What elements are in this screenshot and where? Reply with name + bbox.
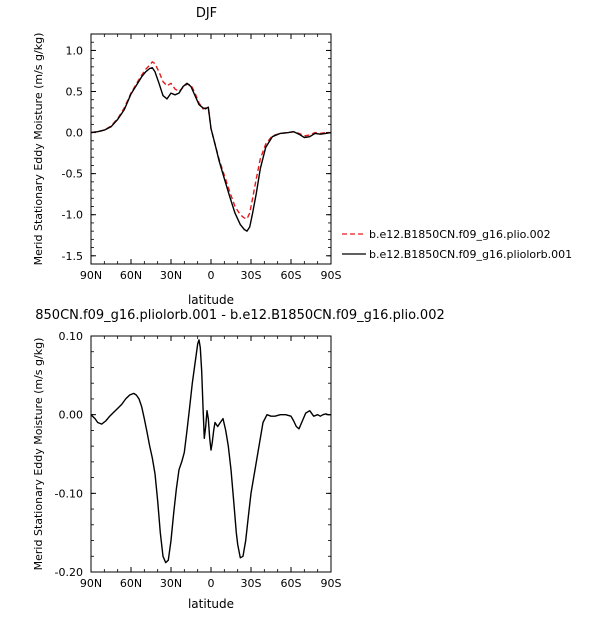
x-tick-label: 30N	[160, 269, 182, 282]
y-tick-label: 0.00	[59, 409, 84, 422]
y-tick-label: -1.0	[62, 209, 83, 222]
x-tick-label: 30S	[241, 577, 262, 590]
difference-title: 850CN.f09_g16.pliolorb.001 - b.e12.B1850…	[35, 308, 444, 323]
y-tick-label: -0.10	[55, 487, 83, 500]
y-tick-label: -0.5	[62, 168, 83, 181]
x-tick-label: 90S	[321, 269, 342, 282]
legend-label-pliolorb: b.e12.B1850CN.f09_g16.pliolorb.001	[369, 248, 572, 261]
y-axis-label: Merid Stationary Eddy Moisture (m/s g/kg…	[32, 33, 45, 266]
y-tick-label: 1.0	[66, 44, 84, 57]
chart-area-top: 90N 60N 30N 0 30S 60S 90S 1.0 0.5 0.0 -0.5 -1.0 -1.5	[62, 33, 342, 282]
legend-label-plio: b.e12.B1850CN.f09_g16.plio.002	[369, 228, 551, 241]
x-tick-label: 30N	[160, 577, 182, 590]
y-tick-label: -1.5	[62, 250, 83, 263]
x-tick-label: 60S	[281, 577, 302, 590]
x-axis-label-bottom: latitude	[188, 597, 234, 611]
x-tick-label: 60S	[281, 269, 302, 282]
y-tick-label: 0.5	[66, 86, 84, 99]
x-tick-label: 60N	[120, 269, 142, 282]
x-tick-label: 0	[208, 577, 215, 590]
x-axis-label: latitude	[188, 293, 234, 307]
chart-area-bottom: 90N 60N 30N 0 30S 60S 90S 0.10 0.00 -0.10 -0.20	[55, 330, 342, 590]
x-tick-label: 90S	[321, 577, 342, 590]
chart-title: DJF	[196, 6, 217, 21]
plot-frame-top	[90, 33, 332, 265]
y-tick-label: 0.0	[66, 127, 84, 140]
legend: b.e12.B1850CN.f09_g16.plio.002 b.e12.B18…	[342, 228, 572, 261]
x-tick-label: 90N	[80, 269, 102, 282]
series-line-top-1	[90, 66, 332, 232]
x-tick-label: 90N	[80, 577, 102, 590]
series-line-bottom-0	[90, 339, 331, 564]
x-tick-label: 60N	[120, 577, 142, 590]
plot-frame-bottom	[90, 335, 332, 573]
y-axis-label-bottom: Merid Stationary Eddy Moisture (m/s g/kg…	[32, 338, 45, 571]
series-line-top-0	[90, 61, 331, 220]
y-tick-label: 0.10	[59, 330, 84, 343]
x-tick-label: 0	[208, 269, 215, 282]
y-tick-label: -0.20	[55, 566, 83, 579]
x-tick-label: 30S	[241, 269, 262, 282]
